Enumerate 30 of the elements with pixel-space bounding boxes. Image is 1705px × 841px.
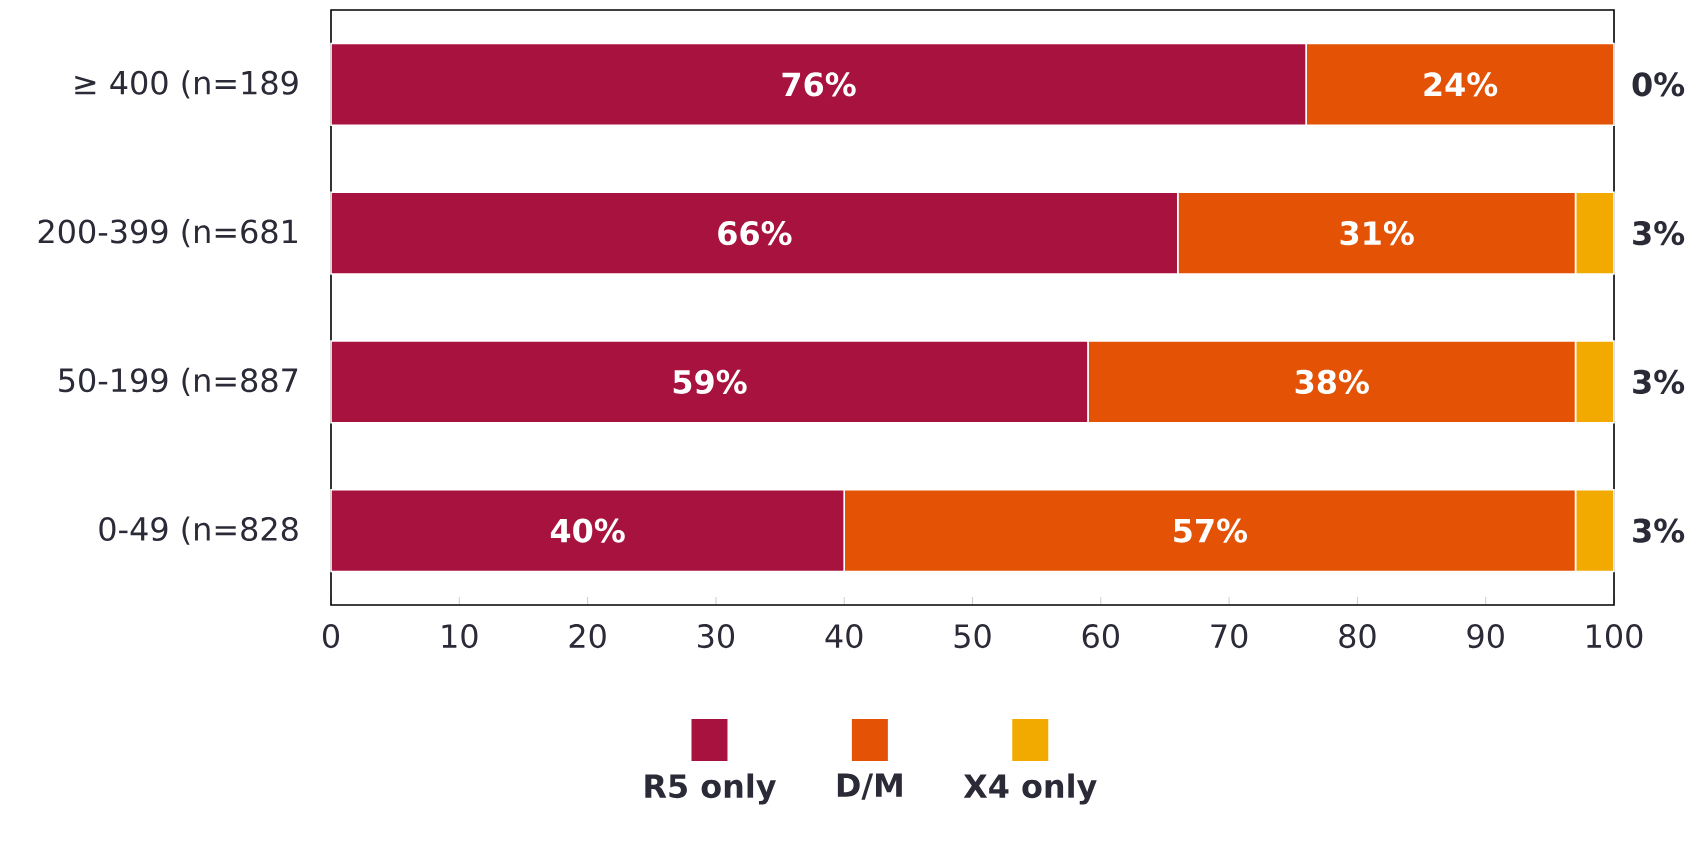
data-label: 40% (550, 518, 625, 543)
legend-label: X4 only (963, 773, 1097, 805)
y-tick-label: 200-399 (n=681 (38, 218, 297, 248)
data-label: 38% (1295, 369, 1369, 394)
x-tick-label: 0 (322, 624, 340, 649)
data-label: 76% (782, 72, 856, 97)
data-label: 3% (1633, 518, 1685, 543)
x-tick-label: 50 (954, 624, 991, 649)
legend-label: R5 only (645, 773, 776, 805)
data-label: 57% (1174, 518, 1248, 543)
data-label: 0% (1632, 72, 1685, 97)
legend-label: D/M (837, 773, 902, 800)
data-label: 59% (673, 369, 747, 394)
x-tick-label: 80 (1339, 624, 1376, 649)
x-tick-label: 100 (1587, 624, 1643, 649)
data-label: 31% (1340, 221, 1414, 246)
x-tick-label: 20 (569, 624, 606, 649)
x-tick-label: 70 (1211, 624, 1248, 649)
y-tick-label: 50-199 (n=887 (59, 367, 298, 397)
x-tick-label: 10 (442, 624, 478, 649)
x-tick-label: 60 (1082, 624, 1119, 649)
x-tick-label: 90 (1467, 624, 1504, 649)
x-tick-label: 30 (698, 624, 735, 649)
data-label: 66% (718, 221, 792, 246)
y-tick-label: ≥ 400 (n=189 (75, 70, 298, 99)
y-tick-label: 0-49 (n=828 (99, 516, 298, 545)
data-label: 3% (1633, 221, 1685, 246)
x-tick-label: 40 (825, 624, 863, 649)
data-label: 24% (1424, 72, 1498, 97)
data-label: 3% (1633, 369, 1685, 394)
